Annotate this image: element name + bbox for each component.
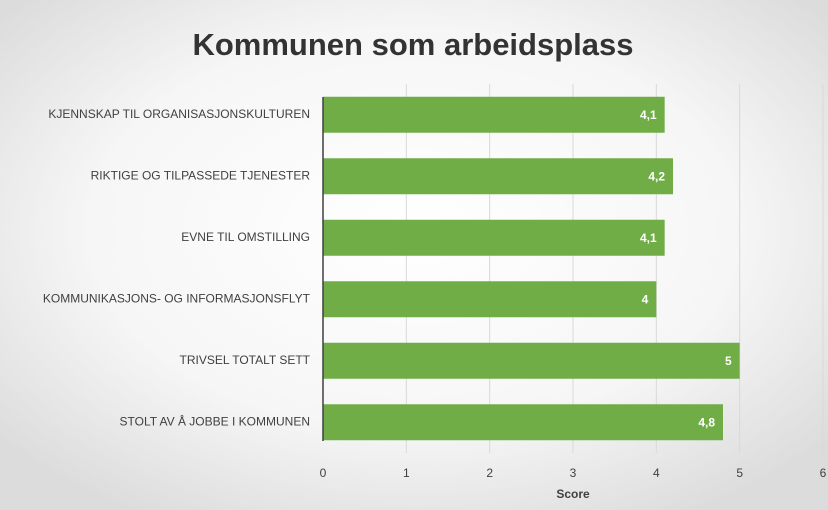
bar <box>323 281 657 318</box>
x-tick-label: 4 <box>653 466 660 480</box>
value-label: 5 <box>725 354 732 368</box>
x-tick-label: 2 <box>486 466 493 480</box>
value-label: 4,8 <box>698 415 715 429</box>
value-label: 4,1 <box>640 231 657 245</box>
x-tick-label: 3 <box>570 466 577 480</box>
x-axis-label: Score <box>556 487 590 501</box>
value-label: 4 <box>642 292 649 306</box>
x-tick-label: 0 <box>320 466 327 480</box>
bar <box>323 404 723 441</box>
bar <box>323 158 673 195</box>
y-tick-label: KOMMUNIKASJONS- OG INFORMASJONSFLYT <box>43 291 311 305</box>
y-tick-label: EVNE TIL OMSTILLING <box>181 230 310 244</box>
chart-title: Kommunen som arbeidsplass <box>192 27 633 62</box>
x-tick-label: 5 <box>736 466 743 480</box>
bar <box>323 342 740 379</box>
x-tick-label: 1 <box>403 466 410 480</box>
value-label: 4,1 <box>640 108 657 122</box>
x-tick-label: 6 <box>820 466 827 480</box>
value-label: 4,2 <box>648 169 665 183</box>
y-tick-label: RIKTIGE OG TILPASSEDE TJENESTER <box>91 168 311 182</box>
y-tick-label: STOLT AV Å JOBBE I KOMMUNEN <box>120 413 311 428</box>
y-tick-label: TRIVSEL TOTALT SETT <box>180 353 311 367</box>
bar <box>323 96 665 133</box>
y-tick-label: KJENNSKAP TIL ORGANISASJONSKULTUREN <box>48 107 310 121</box>
bar <box>323 219 665 256</box>
